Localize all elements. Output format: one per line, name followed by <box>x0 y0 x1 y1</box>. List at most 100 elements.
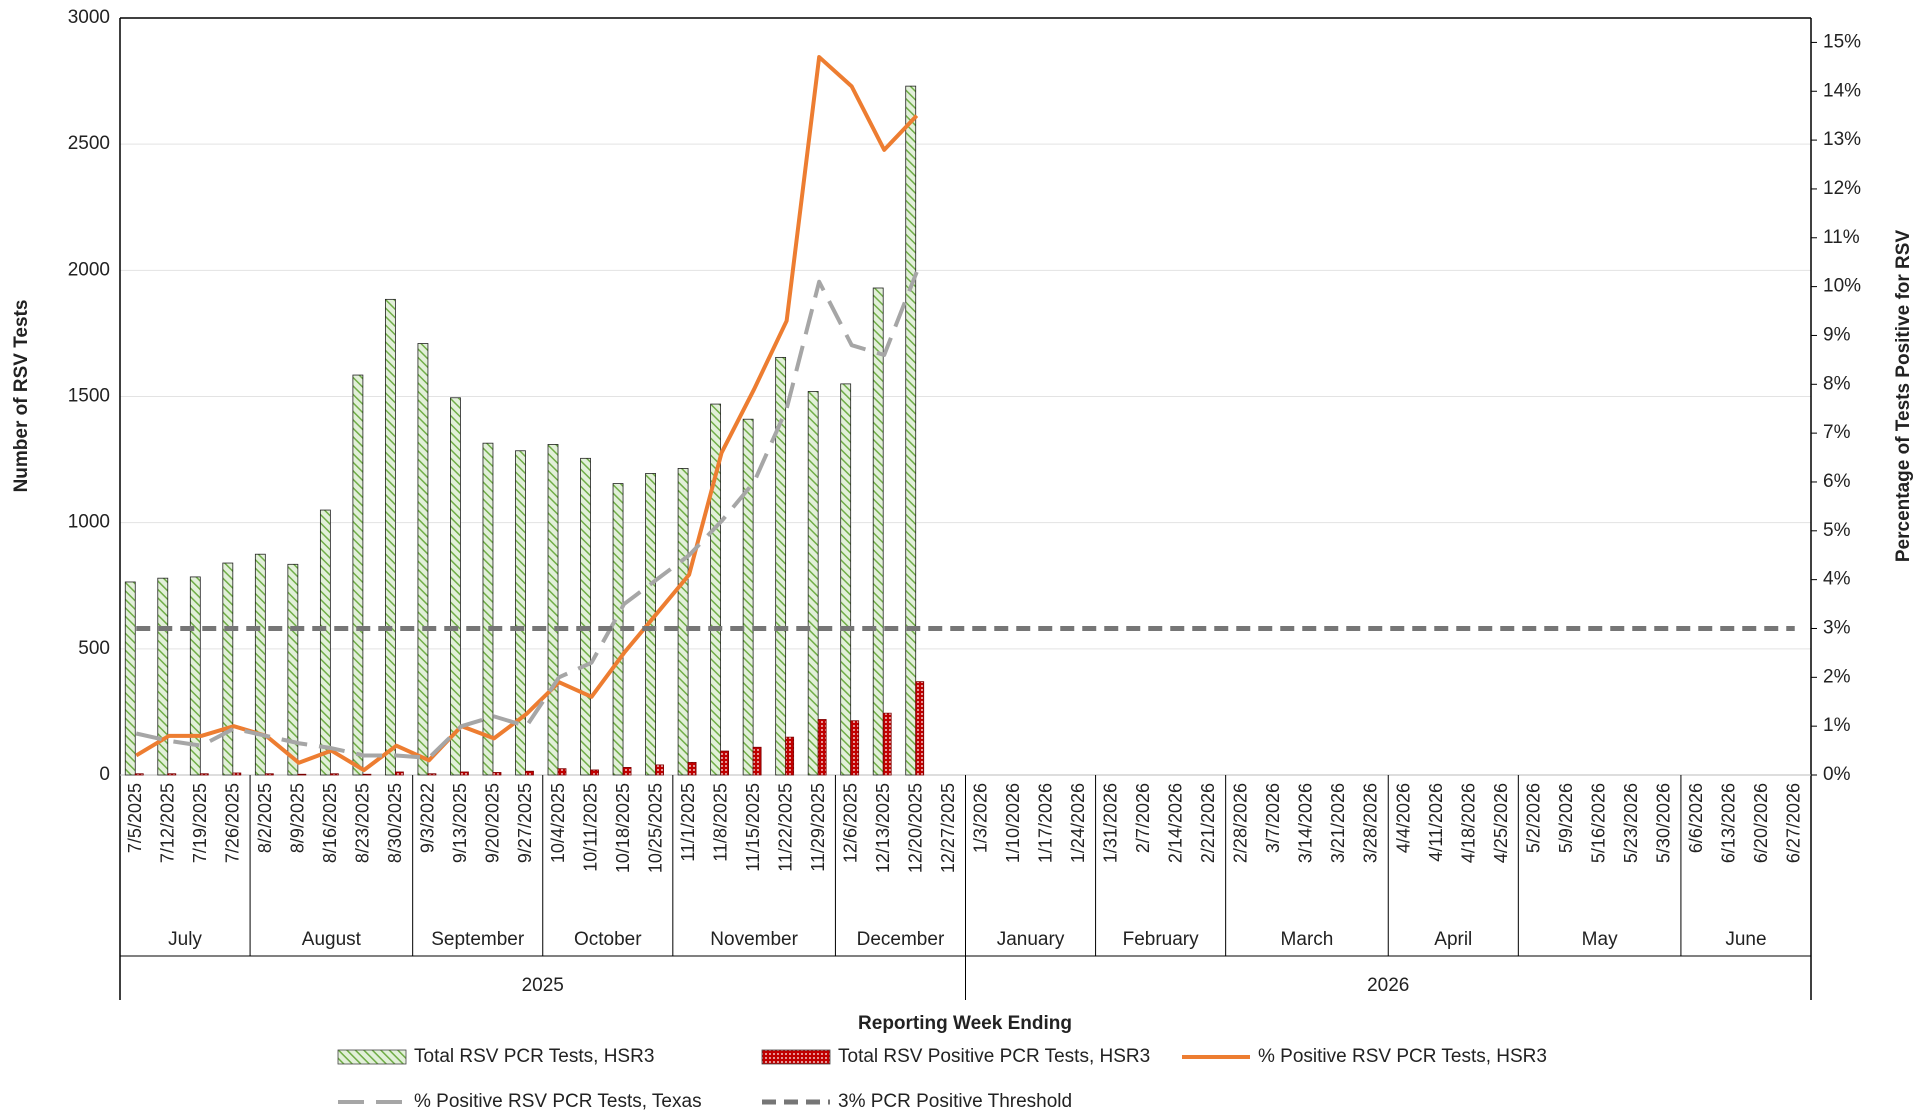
bar <box>264 773 274 776</box>
x-tick-label: 3/28/2026 <box>1361 783 1381 863</box>
y-tick-label: 2500 <box>68 133 110 154</box>
y2-tick-label: 5% <box>1823 520 1851 541</box>
y2-tick-label: 10% <box>1823 276 1861 297</box>
bar <box>254 553 266 776</box>
bar <box>492 772 502 776</box>
bar <box>362 773 372 776</box>
x-tick-label: 6/13/2026 <box>1718 783 1738 863</box>
legend-label: Total RSV PCR Tests, HSR3 <box>414 1046 654 1067</box>
x-tick-label: 9/3/2022 <box>418 783 438 853</box>
legend-label: Total RSV Positive PCR Tests, HSR3 <box>838 1046 1150 1067</box>
x-tick-label: 12/13/2025 <box>873 783 893 873</box>
x-tick-label: 4/11/2026 <box>1426 783 1446 862</box>
x-tick-label: 1/3/2026 <box>971 783 991 853</box>
x-tick-label: 10/11/2025 <box>580 783 600 872</box>
bar <box>785 736 795 776</box>
year-label: 2025 <box>522 975 564 996</box>
x-tick-label: 8/2/2025 <box>255 783 275 853</box>
x-tick-label: 1/31/2026 <box>1101 783 1121 863</box>
x-tick-label: 4/4/2026 <box>1393 783 1413 853</box>
bar <box>655 764 664 776</box>
bar <box>915 681 925 776</box>
y-axis-title: Number of RSV Tests <box>11 300 32 493</box>
x-tick-label: 5/23/2026 <box>1621 783 1641 863</box>
x-tick-label: 6/27/2026 <box>1783 783 1803 863</box>
x-tick-label: 9/13/2025 <box>450 783 470 863</box>
x-tick-label: 5/2/2026 <box>1523 783 1543 853</box>
y2-tick-label: 0% <box>1823 764 1851 785</box>
bar <box>872 287 884 776</box>
bar <box>124 581 136 776</box>
bar <box>287 563 299 776</box>
line <box>135 55 919 773</box>
bar <box>460 771 469 776</box>
bar <box>395 771 404 776</box>
x-tick-label: 11/1/2025 <box>678 783 698 862</box>
bar <box>807 391 819 776</box>
x-tick-label: 5/30/2026 <box>1653 783 1673 863</box>
y2-tick-label: 14% <box>1823 80 1861 101</box>
x-tick-label: 3/21/2026 <box>1328 783 1348 863</box>
month-label: March <box>1281 929 1334 950</box>
x-tick-label: 11/15/2025 <box>743 783 763 872</box>
bar <box>427 773 437 776</box>
bar <box>222 562 234 776</box>
month-label: July <box>168 929 202 950</box>
x-tick-label: 4/18/2026 <box>1458 783 1478 863</box>
bar <box>319 509 331 776</box>
bar <box>482 442 494 776</box>
bar <box>850 720 860 776</box>
y-tick-label: 500 <box>78 638 110 659</box>
y-tick-label: 0 <box>99 764 110 785</box>
x-tick-label: 8/23/2025 <box>353 783 373 863</box>
bar <box>525 770 534 776</box>
bar <box>232 772 242 776</box>
x-tick-label: 12/6/2025 <box>840 783 860 863</box>
bar <box>547 444 559 776</box>
x-tick-label: 6/6/2026 <box>1686 783 1706 853</box>
x-tick-label: 7/26/2025 <box>223 783 243 863</box>
y2-tick-label: 6% <box>1823 471 1851 492</box>
bar <box>710 403 722 776</box>
y2-tick-label: 7% <box>1823 422 1851 443</box>
month-label: January <box>997 929 1065 950</box>
y2-tick-label: 12% <box>1823 178 1861 199</box>
bar <box>840 383 852 776</box>
x-tick-label: 2/14/2026 <box>1166 783 1186 863</box>
month-label: September <box>431 929 525 950</box>
bar <box>417 343 429 776</box>
x-tick-label: 12/27/2025 <box>938 783 958 873</box>
y-tick-label: 2000 <box>68 259 110 280</box>
bar <box>677 468 689 776</box>
x-tick-label: 10/4/2025 <box>548 783 568 863</box>
y2-tick-label: 9% <box>1823 324 1851 345</box>
year-label: 2026 <box>1367 975 1409 996</box>
bar <box>157 577 169 776</box>
x-tick-label: 6/20/2026 <box>1751 783 1771 863</box>
y2-tick-label: 8% <box>1823 373 1851 394</box>
y2-tick-label: 1% <box>1823 715 1851 736</box>
bar <box>687 761 697 776</box>
x-tick-label: 5/16/2026 <box>1588 783 1608 863</box>
legend-label: % Positive RSV PCR Tests, HSR3 <box>1258 1046 1547 1067</box>
y-tick-label: 1500 <box>68 386 110 407</box>
bar <box>352 374 364 776</box>
x-axis-title: Reporting Week Ending <box>858 1013 1072 1034</box>
x-tick-label: 2/7/2026 <box>1133 783 1153 853</box>
x-tick-label: 3/7/2026 <box>1263 783 1283 853</box>
x-tick-label: 11/8/2025 <box>710 783 730 862</box>
x-tick-label: 7/5/2025 <box>125 783 145 853</box>
y-tick-label: 3000 <box>68 7 110 28</box>
bar <box>752 746 762 776</box>
x-tick-label: 11/29/2025 <box>808 783 828 872</box>
month-label: May <box>1582 929 1618 950</box>
bar <box>385 298 396 776</box>
bar <box>580 457 591 776</box>
month-label: February <box>1123 929 1200 950</box>
x-tick-label: 8/16/2025 <box>320 783 340 863</box>
x-tick-label: 12/20/2025 <box>905 783 925 873</box>
bar <box>882 712 892 776</box>
bar <box>329 773 339 776</box>
bar <box>742 418 754 776</box>
